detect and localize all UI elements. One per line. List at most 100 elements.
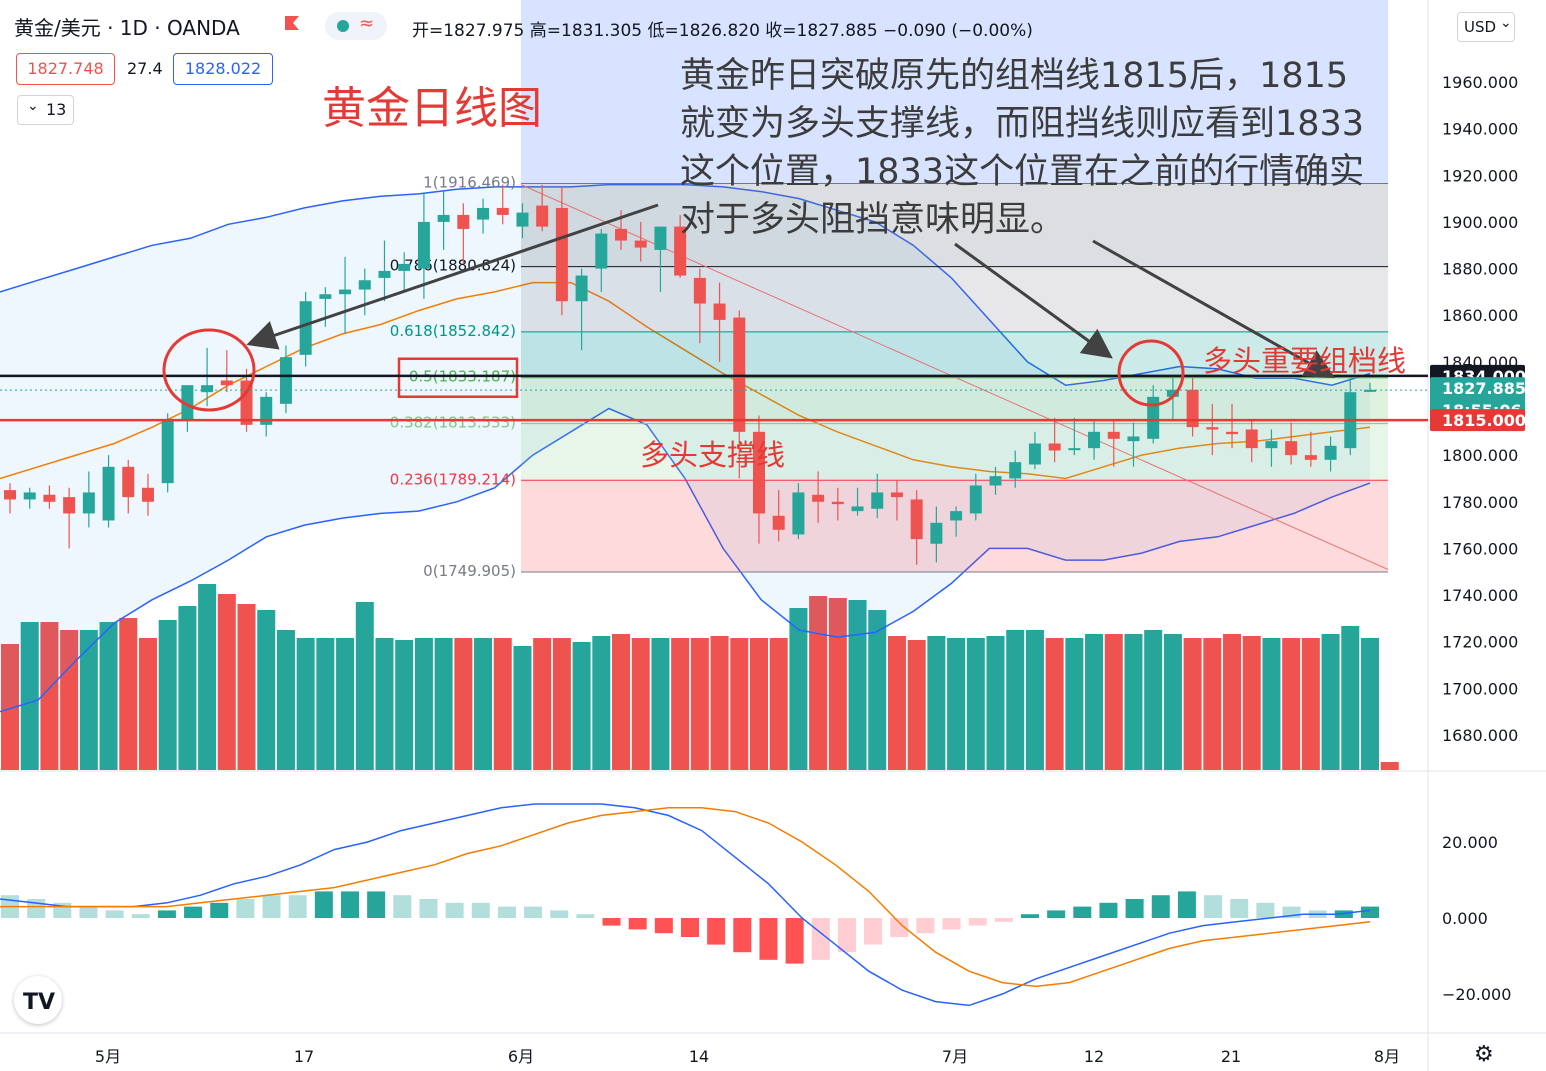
currency-select[interactable]: USD ⌄: [1457, 12, 1515, 42]
macd-histogram-bar: [210, 902, 229, 918]
status-pill[interactable]: ≈: [325, 12, 387, 40]
time-tick-label: 6月: [508, 1047, 534, 1066]
candle-body: [496, 207, 509, 215]
sell-price-button[interactable]: 1827.748: [16, 53, 115, 85]
price-tick-label: 1680.000: [1442, 726, 1518, 745]
analysis-note-line: 这个位置，1833这个位置在之前的行情确实: [680, 152, 1365, 192]
candle-body: [831, 501, 844, 505]
price-tick-label: 1740.000: [1442, 586, 1518, 605]
candle-body: [989, 476, 1002, 486]
fib-zone: [521, 480, 1388, 572]
candle-body: [141, 487, 154, 502]
volume-bar: [986, 636, 1005, 770]
macd-tick-label: −20.000: [1442, 985, 1511, 1004]
volume-bar: [198, 584, 217, 770]
volume-bar: [1124, 634, 1143, 770]
candle-body: [1166, 389, 1179, 397]
macd-histogram-bar: [288, 895, 307, 918]
volume-bar: [1085, 634, 1104, 770]
candle-body: [772, 515, 785, 530]
macd-histogram-bar: [942, 918, 961, 930]
candle-body: [181, 385, 194, 421]
price-axis[interactable]: 1680.000 1700.000 1720.000 1740.000 1760.000…: [1430, 73, 1526, 1004]
volume-bar: [355, 602, 374, 770]
candle-body: [240, 380, 253, 425]
volume-bar: [296, 638, 315, 770]
candle-body: [279, 357, 292, 404]
price-tick-label: 1720.000: [1442, 633, 1518, 652]
price-tick-label: 1900.000: [1442, 213, 1518, 232]
fibonacci-retracement[interactable]: 1(1916.469)0.786(1880.824)0.618(1852.842…: [390, 0, 1389, 580]
candle-body: [4, 490, 16, 500]
volume-bar: [1006, 630, 1025, 770]
fib-level-label: 0.382(1813.533): [390, 414, 516, 432]
volume-bar: [552, 638, 571, 770]
flag-icon[interactable]: [282, 13, 302, 33]
fib-05-highlight: [397, 357, 519, 398]
price-tick-label: 1760.000: [1442, 539, 1518, 558]
candle-body: [1107, 431, 1120, 439]
analysis-note-line: 对于多头阻挡意味明显。: [680, 200, 1066, 240]
price-tick-label: 1700.000: [1442, 679, 1518, 698]
volume-bar: [710, 636, 729, 770]
volume-bar: [257, 610, 276, 770]
candle-body: [536, 205, 549, 227]
macd-histogram-bar: [654, 918, 673, 934]
buy-price-button[interactable]: 1828.022: [173, 53, 273, 85]
macd-histogram-bar: [1361, 906, 1379, 918]
candle-body: [1048, 443, 1061, 451]
candle-body: [102, 466, 115, 521]
fib-level-label: 0(1749.905): [423, 562, 516, 580]
macd-histogram-bar: [968, 918, 987, 926]
macd-histogram-bar: [157, 910, 176, 918]
volume-bar: [1361, 638, 1379, 770]
candle-body: [575, 275, 588, 302]
volume-bar: [730, 638, 749, 770]
price-tick-label: 1800.000: [1442, 446, 1518, 465]
macd-histogram-bar: [1125, 899, 1144, 918]
fib-zone: [521, 183, 1388, 267]
spread-value: 27.4: [127, 59, 163, 78]
macd-histogram-bar: [79, 906, 98, 918]
macd-histogram-bar: [576, 914, 595, 918]
time-axis[interactable]: 5月 17 6月 14 7月 12 21 8月: [95, 1047, 1400, 1066]
macd-histogram-bar: [602, 918, 621, 926]
volume-bar: [375, 638, 394, 770]
macd-histogram-bar: [262, 895, 281, 918]
macd-histogram-bar: [681, 918, 699, 937]
symbol-title[interactable]: 黄金/美元 · 1D · OANDA: [14, 16, 240, 40]
tradingview-logo[interactable]: TV: [14, 976, 62, 1024]
bollinger-lower: [0, 407, 1371, 713]
volume-bar: [828, 598, 847, 770]
volume-bar: [1, 644, 19, 770]
candle-body: [516, 212, 529, 227]
price-tag-text: 1815.000: [1442, 411, 1526, 430]
macd-histogram-bar: [105, 910, 124, 918]
candle-body: [1364, 389, 1376, 392]
horizontal-lines[interactable]: [0, 374, 1428, 422]
macd-pane: [0, 803, 1379, 1007]
candle-body: [437, 214, 450, 222]
candle-body: [851, 506, 864, 512]
volume-bar: [1341, 626, 1360, 770]
settings-gear-icon[interactable]: ⚙: [1474, 1042, 1494, 1067]
volume-bar: [434, 638, 453, 770]
indicators-toggle[interactable]: ⌄ 13: [17, 95, 74, 125]
macd-histogram-bar: [131, 914, 150, 918]
candle-body: [1324, 445, 1337, 460]
candle-body: [910, 499, 923, 540]
annotation-arrow: [954, 242, 1113, 359]
volume-bar: [60, 630, 79, 770]
volume-bar: [237, 604, 256, 770]
candle-body: [1226, 431, 1239, 435]
macd-histogram-bar: [1282, 906, 1301, 918]
candle-body: [299, 301, 312, 355]
volume-bar: [789, 608, 808, 770]
macd-histogram-bar: [445, 902, 464, 918]
volume-bar: [1242, 636, 1261, 770]
bollinger-upper: [0, 183, 1371, 386]
macd-histogram-bar: [419, 899, 438, 918]
macd-histogram-bar: [1073, 906, 1092, 918]
volume-bar: [119, 618, 138, 770]
